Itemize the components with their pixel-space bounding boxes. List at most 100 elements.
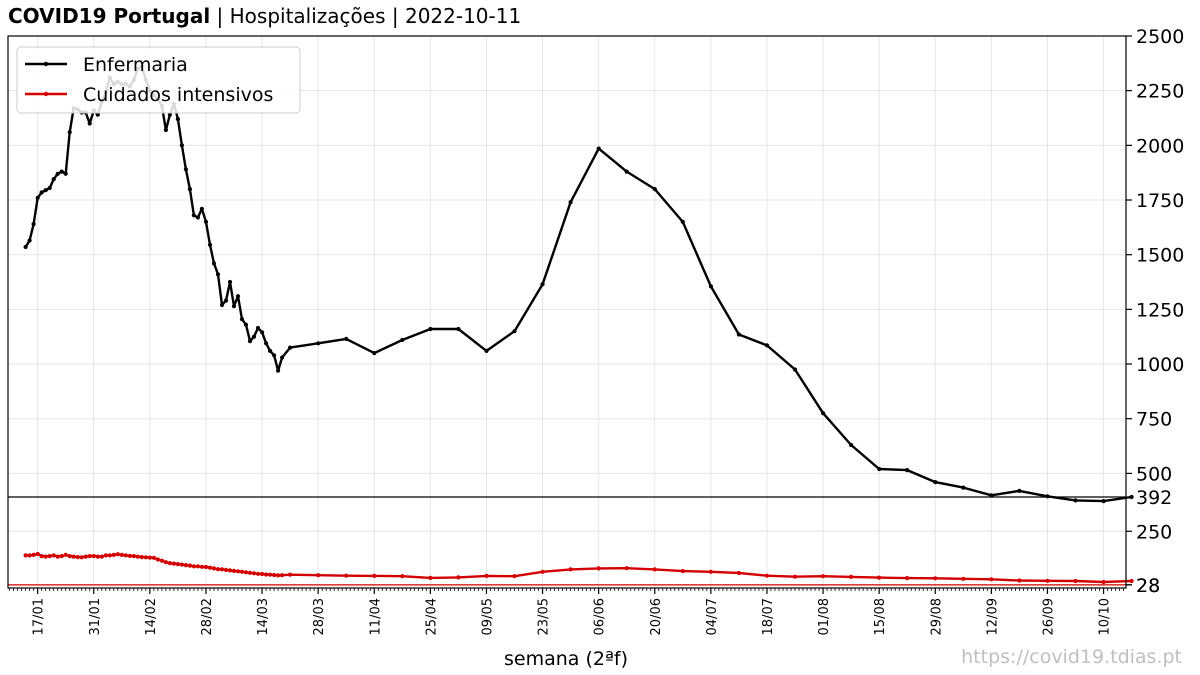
data-point xyxy=(215,567,221,572)
data-point xyxy=(276,573,281,578)
legend-entry: Cuidados intensivos xyxy=(83,84,273,106)
data-point xyxy=(39,554,44,559)
data-point xyxy=(175,562,180,567)
data-point xyxy=(1101,579,1106,585)
data-point xyxy=(67,554,72,559)
data-point xyxy=(207,242,213,247)
y-tick-label: 1250 xyxy=(1136,299,1184,321)
data-point xyxy=(568,200,573,205)
y-tick-label: 28 xyxy=(1136,575,1160,597)
data-point xyxy=(75,555,80,560)
data-point xyxy=(183,167,188,172)
data-point xyxy=(280,355,285,360)
data-point xyxy=(344,336,349,341)
data-point xyxy=(708,284,714,289)
data-point xyxy=(1017,488,1022,493)
x-tick-label: 17/01 xyxy=(32,598,47,635)
data-point xyxy=(428,575,433,581)
x-tick-label: 20/06 xyxy=(649,598,664,635)
data-point xyxy=(512,329,517,334)
x-tick-label: 10/10 xyxy=(1098,598,1113,635)
data-point xyxy=(260,571,265,577)
series-line xyxy=(25,552,1132,584)
data-point xyxy=(43,188,48,193)
data-point xyxy=(877,466,882,472)
data-point xyxy=(59,554,64,559)
data-point xyxy=(31,552,36,558)
data-point xyxy=(227,568,233,573)
data-point xyxy=(83,554,88,559)
data-point xyxy=(115,552,120,557)
data-point xyxy=(163,127,168,133)
x-tick-label: 18/07 xyxy=(761,598,776,635)
legend: Enfermaria Cuidados intensivos xyxy=(16,46,301,114)
x-tick-label: 28/02 xyxy=(200,598,215,635)
data-point xyxy=(989,577,994,582)
data-point xyxy=(35,551,40,557)
y-tick-label: 2500 xyxy=(1136,26,1184,48)
data-point xyxy=(219,302,225,308)
data-point xyxy=(91,554,96,559)
data-point xyxy=(79,555,84,560)
data-point xyxy=(187,187,192,192)
data-point xyxy=(540,569,545,574)
data-point xyxy=(624,566,629,571)
data-point xyxy=(276,368,281,373)
data-point xyxy=(316,573,321,578)
data-point xyxy=(191,564,196,569)
data-point xyxy=(736,570,742,576)
data-point xyxy=(792,574,798,579)
grid xyxy=(8,35,1126,588)
data-point xyxy=(27,553,32,558)
y-axis: 500 750 1000 1250 1500 1750 2000 2250 2500 28 250 3… xyxy=(1126,26,1184,597)
x-tick-label: 25/04 xyxy=(424,598,439,635)
data-point xyxy=(143,555,148,560)
data-point xyxy=(111,552,116,558)
y-tick-label: 750 xyxy=(1136,409,1172,431)
x-axis: 17/01 31/01 14/02 28/02 14/03 28/03 11/04 25/04… xyxy=(9,588,1124,635)
data-point xyxy=(47,185,52,191)
data-point xyxy=(103,553,108,558)
series-enfermaria xyxy=(23,64,1134,504)
data-point xyxy=(131,554,136,559)
data-point xyxy=(596,146,601,151)
data-point xyxy=(255,571,261,576)
data-point xyxy=(484,348,489,353)
x-tick-label: 31/01 xyxy=(88,598,103,635)
data-point xyxy=(264,572,269,577)
data-point xyxy=(736,332,742,337)
data-point xyxy=(428,326,433,332)
data-point xyxy=(171,561,176,566)
data-point xyxy=(235,294,241,299)
data-point xyxy=(211,566,217,571)
data-point xyxy=(456,575,461,580)
x-tick-label: 09/05 xyxy=(480,598,495,635)
data-point xyxy=(35,195,40,200)
data-point xyxy=(933,480,938,485)
data-point xyxy=(147,555,152,560)
data-point xyxy=(31,222,36,227)
data-point xyxy=(51,177,56,182)
data-point xyxy=(961,576,966,581)
data-point xyxy=(63,171,68,176)
x-tick-label: 28/03 xyxy=(312,598,327,635)
data-point xyxy=(849,574,854,580)
reference-lines xyxy=(8,496,1126,586)
x-tick-label: 14/03 xyxy=(256,598,271,635)
plot-frame xyxy=(7,35,1127,589)
data-point xyxy=(199,206,204,211)
data-point xyxy=(652,187,657,192)
data-point xyxy=(288,572,293,577)
data-point xyxy=(316,341,321,346)
data-point xyxy=(708,569,714,574)
data-point xyxy=(179,143,184,148)
data-point xyxy=(211,261,217,266)
data-point xyxy=(344,573,349,578)
data-point xyxy=(821,574,826,579)
data-point xyxy=(187,563,192,568)
data-point xyxy=(235,569,241,574)
data-point xyxy=(456,326,461,332)
x-tick-label: 23/05 xyxy=(537,598,552,635)
series-layer xyxy=(23,64,1134,585)
